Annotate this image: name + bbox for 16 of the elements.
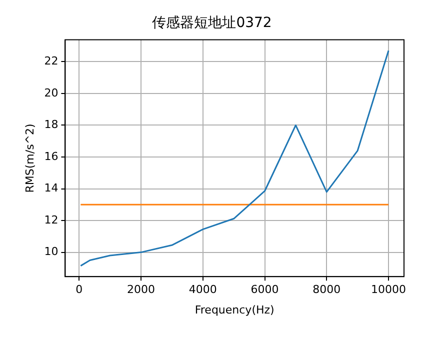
x-axis-title: Frequency(Hz) — [194, 303, 274, 316]
y-tick-label: 12 — [44, 213, 58, 226]
x-tick-label: 10000 — [371, 283, 406, 296]
chart-title: 传感器短地址0372 — [152, 15, 272, 32]
x-tick-label: 8000 — [312, 283, 341, 296]
y-tick-label: 22 — [44, 54, 58, 68]
y-tick-label: 16 — [44, 150, 58, 163]
x-tick-label: 4000 — [188, 283, 217, 296]
y-axis-title: RMS(m/s^2) — [23, 124, 36, 193]
y-tick-label: 20 — [44, 86, 58, 100]
y-tick-label: 10 — [44, 245, 58, 258]
x-tick-label: 2000 — [127, 283, 155, 296]
x-tick-label: 6000 — [250, 283, 279, 296]
x-tick-label: 0 — [76, 283, 83, 296]
y-tick-label: 14 — [44, 182, 58, 195]
y-tick-label: 18 — [44, 118, 58, 132]
